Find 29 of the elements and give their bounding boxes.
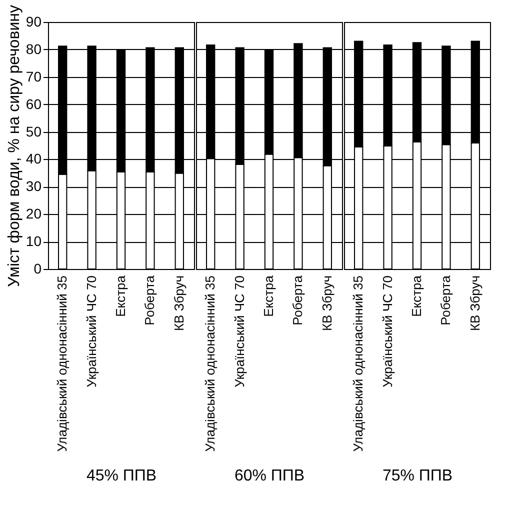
x-tick-label: Український ЧС 70 bbox=[232, 276, 247, 388]
x-tick-label: КВ Збруч bbox=[467, 276, 482, 332]
x-tick-label: Роберта bbox=[142, 274, 158, 326]
x-axis-title: 45% ППВ bbox=[86, 468, 157, 485]
y-tick-label: 0 bbox=[34, 260, 42, 276]
x-axis-title: 60% ППВ bbox=[234, 468, 305, 485]
x-tick-label: КВ Збруч bbox=[171, 276, 186, 332]
x-tick-label: КВ Збруч bbox=[319, 276, 334, 332]
x-tick-label: Український ЧС 70 bbox=[380, 276, 395, 388]
y-axis-title: Уміст форм води, % на сиру речовину bbox=[6, 5, 23, 287]
x-tick-label: Український ЧС 70 bbox=[84, 276, 99, 388]
y-tick-label: 60 bbox=[26, 96, 42, 112]
x-tick-label: Екстра bbox=[261, 274, 276, 317]
x-tick-label: Екстра bbox=[113, 274, 128, 317]
y-tick-label: 70 bbox=[26, 68, 42, 84]
y-tick-label: 90 bbox=[26, 14, 42, 30]
x-tick-label: Роберта bbox=[290, 274, 306, 326]
x-axis-title: 75% ППВ bbox=[382, 468, 453, 485]
y-tick-label: 80 bbox=[26, 40, 42, 57]
x-tick-label: Уладівський однонасінний 35 bbox=[54, 276, 70, 452]
x-tick-label: Роберта bbox=[438, 274, 454, 326]
x-tick-label: Уладівський однонасінний 35 bbox=[350, 276, 366, 452]
y-tick-label: 30 bbox=[26, 178, 42, 194]
x-tick-label: Уладівський однонасінний 35 bbox=[202, 276, 218, 452]
y-tick-label: 50 bbox=[26, 123, 42, 140]
y-tick-label: 20 bbox=[26, 206, 42, 222]
y-tick-label: 10 bbox=[26, 233, 42, 250]
x-tick-label: Екстра bbox=[409, 274, 424, 317]
y-tick-label: 40 bbox=[26, 150, 42, 167]
